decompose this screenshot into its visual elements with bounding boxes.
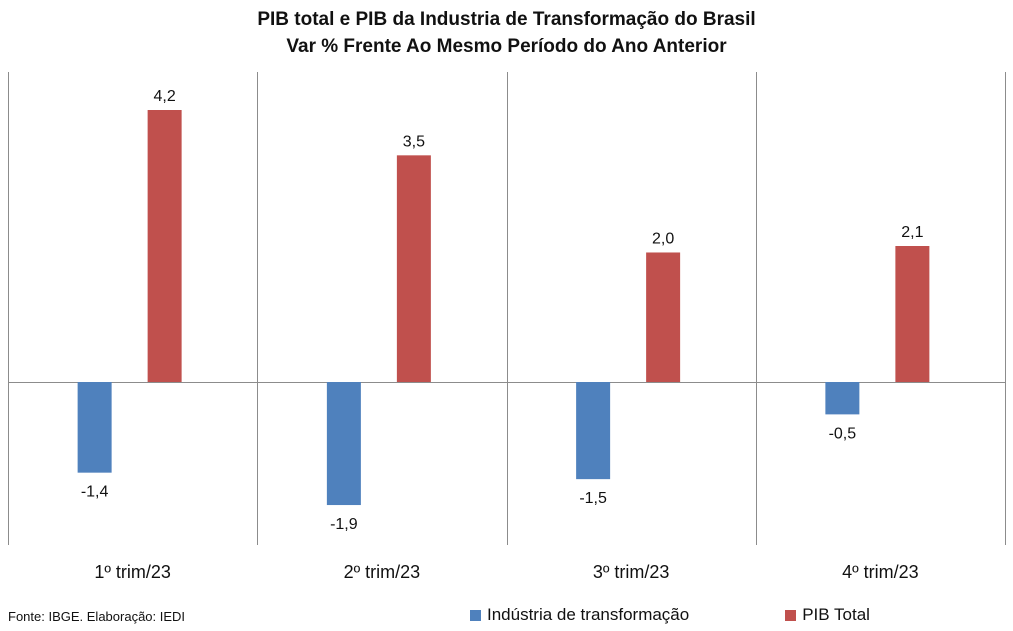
- legend-item-industria: Indústria de transformação: [470, 605, 689, 625]
- bar-pib: [895, 246, 930, 382]
- data-label: -1,4: [81, 484, 109, 501]
- data-label: -0,5: [829, 425, 857, 442]
- category-label: 1º trim/23: [94, 562, 171, 582]
- source-note: Fonte: IBGE. Elaboração: IEDI: [8, 609, 186, 624]
- bar-pib: [147, 110, 182, 382]
- legend-label-pib: PIB Total: [802, 605, 870, 624]
- category-label: 4º trim/23: [842, 562, 919, 582]
- data-label: 3,5: [403, 133, 425, 150]
- data-label: 2,0: [652, 230, 674, 247]
- legend: Indústria de transformação PIB Total: [470, 605, 966, 625]
- chart-title: PIB total e PIB da Industria de Transfor…: [0, 6, 1013, 60]
- data-label: 2,1: [901, 224, 923, 241]
- legend-label-industria: Indústria de transformação: [487, 605, 690, 624]
- legend-swatch-industria: [470, 609, 481, 621]
- data-label: 4,2: [154, 88, 176, 105]
- chart-title-line1: PIB total e PIB da Industria de Transfor…: [257, 9, 756, 30]
- legend-swatch-pib: [785, 609, 797, 621]
- category-label: 3º trim/23: [593, 562, 670, 582]
- chart-title-line2: Var % Frente Ao Mesmo Período do Ano Ant…: [286, 36, 727, 57]
- data-label: -1,5: [579, 490, 607, 507]
- bar-pib: [646, 252, 681, 382]
- legend-item-pib: PIB Total: [785, 605, 870, 625]
- bar-industria: [576, 382, 611, 480]
- bar-industria: [825, 382, 860, 415]
- bar-pib: [396, 155, 431, 382]
- bar-industria: [326, 382, 361, 506]
- bar-industria: [77, 382, 112, 473]
- category-label: 2º trim/23: [344, 562, 421, 582]
- bar-chart: -1,4 4,2 1º trim/23 -1,9 3,5 2º trim/23 -1,5 2,…: [8, 72, 1006, 582]
- data-label: -1,9: [330, 516, 358, 533]
